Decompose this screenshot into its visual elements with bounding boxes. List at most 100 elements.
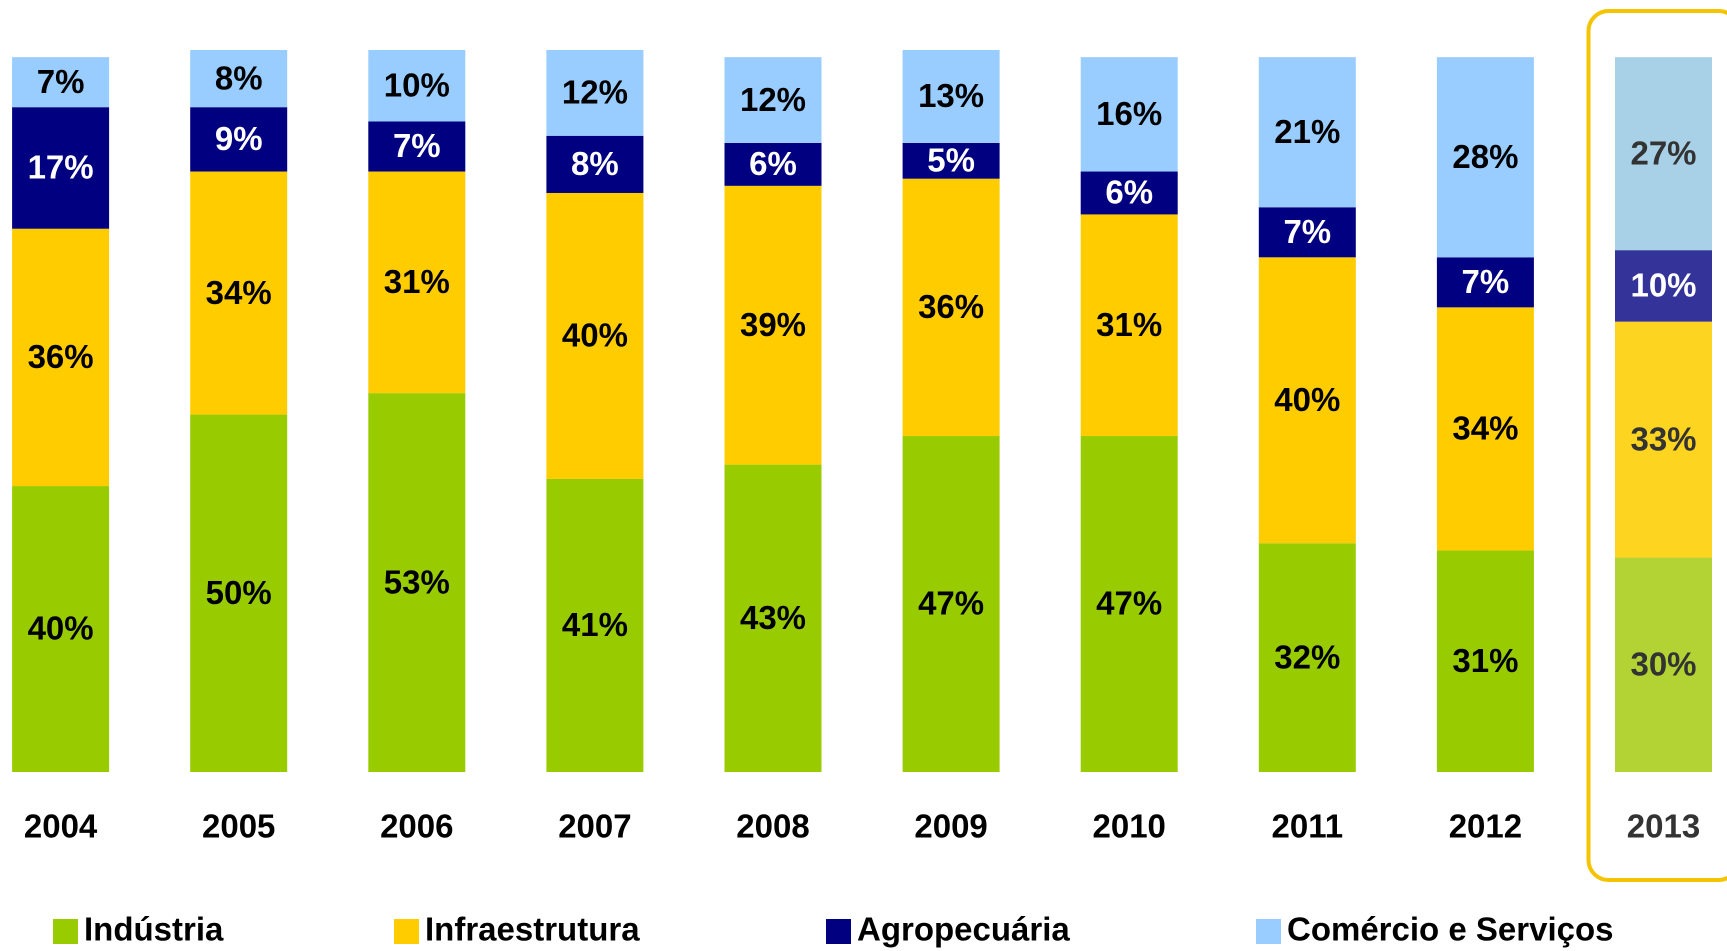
bar-segment xyxy=(190,50,288,108)
x-tick-label: 2011 xyxy=(1272,808,1344,845)
x-tick-label: 2007 xyxy=(558,808,631,845)
legend-label: Comércio e Serviços xyxy=(1287,911,1614,948)
data-label: 40% xyxy=(562,317,628,354)
data-label: 21% xyxy=(1274,113,1340,150)
bar-segment xyxy=(546,192,644,479)
data-label: 30% xyxy=(1630,645,1696,682)
data-label: 8% xyxy=(215,59,263,96)
data-label: 12% xyxy=(562,74,628,111)
x-tick-label: 2004 xyxy=(24,808,98,845)
x-tick-label: 2008 xyxy=(736,808,809,845)
legend-label: Agropecuária xyxy=(857,911,1070,948)
bar-segment xyxy=(12,107,110,229)
data-label: 7% xyxy=(1462,263,1510,300)
bar-segment xyxy=(1258,257,1356,544)
highlight-box xyxy=(1586,9,1727,882)
data-label: 16% xyxy=(1096,95,1162,132)
data-label: 41% xyxy=(562,606,628,643)
bar-segment xyxy=(12,228,110,487)
data-label: 9% xyxy=(215,120,263,157)
data-label: 53% xyxy=(384,563,450,600)
data-label: 36% xyxy=(918,288,984,325)
bar-segment xyxy=(190,107,288,172)
bar-segment xyxy=(546,50,644,136)
x-tick-label: 2006 xyxy=(380,808,453,845)
bar-segment xyxy=(1080,57,1178,172)
bar-segment xyxy=(368,393,466,772)
bar-segment xyxy=(190,414,288,772)
data-label: 17% xyxy=(28,149,94,186)
bar-segment xyxy=(1615,557,1712,772)
data-label: 5% xyxy=(927,142,975,179)
bar-segment xyxy=(190,171,288,415)
data-label: 40% xyxy=(28,610,94,647)
x-tick-label: 2012 xyxy=(1449,808,1522,845)
bar-segment xyxy=(12,57,110,108)
bar-segment xyxy=(724,185,822,465)
x-tick-label: 2005 xyxy=(202,808,275,845)
bar-segment xyxy=(1436,550,1534,772)
x-tick-label: 2009 xyxy=(914,808,987,845)
data-label: 7% xyxy=(393,127,441,164)
bar-segment xyxy=(1615,321,1712,558)
legend-label: Infraestrutura xyxy=(425,911,640,948)
data-label: 6% xyxy=(749,145,797,182)
x-tick-label: 2010 xyxy=(1092,808,1165,845)
bar-segment xyxy=(902,142,1000,179)
bar-segment xyxy=(546,478,644,772)
data-label: 10% xyxy=(384,66,450,103)
data-label: 8% xyxy=(571,145,619,182)
bar-segment xyxy=(1436,257,1534,308)
legend-swatch xyxy=(1256,919,1281,944)
bar-segment xyxy=(368,171,466,394)
x-tick-label: 2013 xyxy=(1627,808,1700,845)
bar-segment xyxy=(902,50,1000,143)
bar-segment xyxy=(1258,543,1356,772)
data-label: 40% xyxy=(1274,381,1340,418)
data-label: 12% xyxy=(740,81,806,118)
bar-segment xyxy=(1615,57,1712,251)
data-label: 36% xyxy=(28,338,94,375)
bar-segment xyxy=(724,57,822,143)
bar-segment xyxy=(1080,214,1178,437)
data-label: 10% xyxy=(1630,267,1696,304)
data-label: 28% xyxy=(1452,138,1518,175)
legend-swatch xyxy=(53,919,78,944)
bar-segment xyxy=(1258,207,1356,258)
legend-label: Indústria xyxy=(84,911,224,948)
data-label: 6% xyxy=(1105,174,1153,211)
bar-segment xyxy=(368,50,466,122)
data-label: 31% xyxy=(1452,642,1518,679)
data-label: 47% xyxy=(918,585,984,622)
data-label: 31% xyxy=(384,263,450,300)
data-label: 34% xyxy=(206,274,272,311)
data-label: 34% xyxy=(1452,410,1518,447)
data-label: 32% xyxy=(1274,638,1340,675)
data-label: 7% xyxy=(1283,213,1331,250)
bar-segment xyxy=(902,178,1000,437)
data-label: 33% xyxy=(1630,420,1696,457)
data-label: 39% xyxy=(740,306,806,343)
bar-segment xyxy=(12,486,110,772)
data-label: 31% xyxy=(1096,306,1162,343)
bar-segment xyxy=(1080,436,1178,772)
data-label: 47% xyxy=(1096,585,1162,622)
bar-segment xyxy=(1080,171,1178,215)
bar-segment xyxy=(1436,57,1534,258)
bar-segment xyxy=(1436,307,1534,551)
data-label: 50% xyxy=(206,574,272,611)
bar-segment xyxy=(1258,57,1356,208)
legend-swatch xyxy=(394,919,419,944)
data-label: 13% xyxy=(918,77,984,114)
bar-segment xyxy=(368,121,466,172)
legend-swatch xyxy=(826,919,851,944)
bar-segment xyxy=(1615,250,1712,322)
data-label: 43% xyxy=(740,599,806,636)
bar-segment xyxy=(724,464,822,772)
data-label: 27% xyxy=(1630,134,1696,171)
data-label: 7% xyxy=(37,63,85,100)
bar-segment xyxy=(724,142,822,186)
bar-segment xyxy=(902,436,1000,772)
bar-segment xyxy=(546,135,644,193)
